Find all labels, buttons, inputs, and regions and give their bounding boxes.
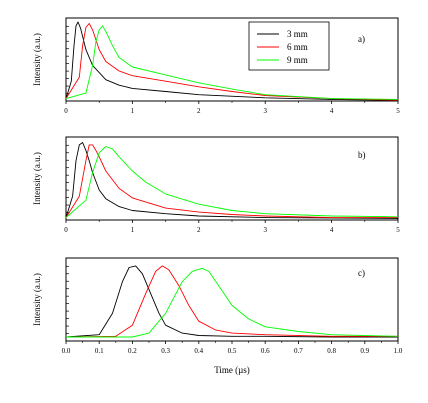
series-line-9-mm (65, 25, 399, 100)
plot-frame (65, 136, 399, 221)
series-line-6-mm (65, 144, 398, 219)
x-tick-label: 0.2 (128, 347, 137, 355)
legend-entry: 9 mm (287, 55, 308, 65)
x-tick-label: 0.3 (161, 347, 170, 355)
x-tick-label: 5 (396, 226, 400, 234)
legend-entry: 6 mm (287, 42, 308, 52)
panel-label: a) (358, 34, 365, 44)
legend-entry: 3 mm (287, 29, 308, 39)
x-tick-label: 0 (64, 226, 68, 234)
x-tick-label: 3 (263, 107, 267, 115)
plot-frame (65, 257, 399, 342)
x-tick-label: 2 (197, 226, 201, 234)
series-line-9-mm (66, 267, 399, 338)
x-tick-label: 1.0 (394, 347, 403, 355)
series-line-3-mm (65, 142, 399, 219)
x-tick-label: 4 (330, 107, 334, 115)
x-tick-label: 0.6 (261, 347, 270, 355)
x-tick-label: 0.8 (327, 347, 336, 355)
series-line-6-mm (65, 265, 398, 338)
legend-box (248, 21, 330, 71)
x-tick-label: 0.1 (95, 347, 104, 355)
series-line-6-mm (65, 23, 399, 101)
y-axis-title: Intensity (a.u.) (32, 273, 42, 326)
x-tick-label: 1 (131, 107, 135, 115)
x-tick-label: 0 (64, 107, 68, 115)
x-tick-label: 4 (330, 226, 334, 234)
y-axis-title: Intensity (a.u.) (32, 33, 42, 86)
chart-panel-1: 0 1 2 3 4 5 Intensity (a.u.) a) 3 mm 6 mm 9 mm (32, 17, 400, 115)
panel-label: c) (358, 268, 365, 278)
chart-panel-3: 0.0 0.1 0.2 0.3 0.4 0.5 0.6 0.7 0.8 0.9 1.0 Intensi… (32, 257, 403, 375)
series-line-9-mm (65, 146, 399, 218)
x-tick-label: 5 (396, 107, 400, 115)
series-line-3-mm (65, 265, 398, 338)
series-line-3-mm (65, 21, 399, 101)
x-tick-label: 2 (197, 107, 201, 115)
x-tick-label: 0.5 (228, 347, 237, 355)
chart-panel-2: 0 1 2 3 4 5 Intensity (a.u.) b) (32, 136, 400, 234)
y-axis-title: Intensity (a.u.) (32, 152, 42, 205)
panel-label: b) (358, 150, 366, 160)
plot-frame (65, 17, 399, 102)
x-tick-label: 0.0 (62, 347, 71, 355)
x-tick-label: 0.7 (294, 347, 303, 355)
x-tick-label: 0.4 (194, 347, 203, 355)
x-tick-label: 1 (131, 226, 135, 234)
x-tick-label: 0.9 (360, 347, 369, 355)
x-tick-label: 3 (263, 226, 267, 234)
x-axis-title: Time (µs) (214, 365, 250, 375)
